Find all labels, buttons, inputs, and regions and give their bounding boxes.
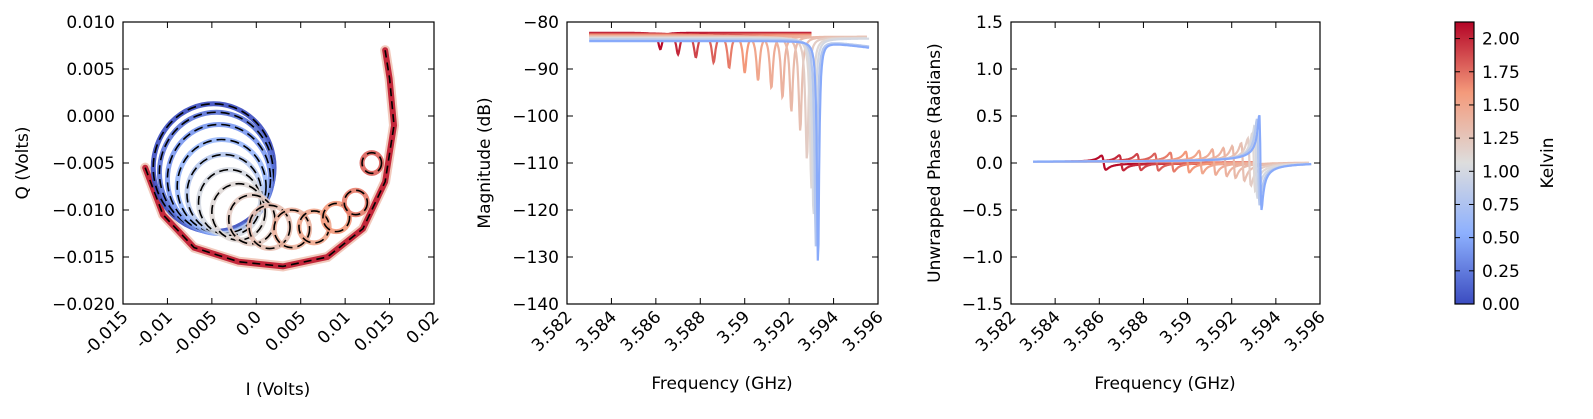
magnitude-y-tick-label: −110 [512,154,559,174]
colorbar-ticks: 0.00 0.25 0.50 0.75 1.00 1.25 1.50 1.75 2.00 [1455,30,1520,315]
magnitude-x-tick-label: 3.59 [713,307,754,348]
magnitude-x-tick-label: 3.586 [617,307,666,356]
iq-x-tick-label: 0.02 [403,307,444,348]
phase-x-tick-label: 3.594 [1237,307,1286,356]
iq-fit-circle [273,209,311,249]
iq-fit-circle [361,151,383,175]
iq-y-tick-label: 0.010 [66,13,115,33]
phase-plot-area [1033,114,1312,211]
magnitude-plot-area [589,31,870,261]
phase-x-tick-label: 3.592 [1193,307,1242,356]
colorbar-tick-label: 1.75 [1482,63,1520,83]
iq-fit-circle [197,168,262,237]
magnitude-y-tick-label: −120 [512,201,559,221]
colorbar-tick-label: 1.25 [1482,129,1520,149]
iq-fit-circle [166,123,272,235]
magnitude-trace [589,39,870,261]
iq-y-tick-label: 0.005 [66,60,115,80]
phase-y-tick-label: 1.0 [976,60,1003,80]
phase-y-tick-label: −1.0 [962,248,1003,268]
iq-y-tick-label: −0.010 [52,201,115,221]
iq-fit-circle [322,202,351,233]
magnitude-x-axis-label: Frequency (GHz) [651,374,792,394]
magnitude-x-tick-label: 3.592 [750,307,799,356]
phase-y-tick-label: 1.5 [976,13,1003,33]
phase-y-axis-label: Unwrapped Phase (Radians) [925,43,945,283]
colorbar-tick-label: 1.00 [1482,162,1520,182]
magnitude-x-tick-label: 3.584 [572,307,621,356]
colorbar-tick-label: 0.50 [1482,229,1520,249]
colorbar-label: Kelvin [1538,137,1558,188]
phase-y-tick-label: 0.0 [976,154,1003,174]
phase-y-ticks: −1.5 −1.0 −0.5 0.0 0.5 1.0 1.5 [962,13,1320,315]
colorbar-tick-label: 1.50 [1482,96,1520,116]
colorbar-tick-label: 0.75 [1482,195,1520,215]
phase-x-tick-label: 3.584 [1016,307,1065,356]
phase-x-tick-label: 3.596 [1281,307,1330,356]
iq-y-tick-label: 0.000 [66,107,115,127]
magnitude-y-tick-label: −90 [523,60,559,80]
iq-x-tick-label: 0.0 [233,307,266,340]
iq-y-tick-label: −0.005 [52,154,115,174]
iq-plot-area [140,45,400,272]
magnitude-y-tick-label: −80 [523,13,559,33]
magnitude-x-tick-label: 3.594 [795,307,844,356]
iq-x-tick-label: 0.015 [351,307,400,356]
phase-x-tick-label: 3.588 [1104,307,1153,356]
magnitude-x-tick-label: 3.596 [839,307,888,356]
magnitude-trace [589,35,812,101]
phase-x-axis-label: Frequency (GHz) [1094,374,1235,394]
colorbar-tick-label: 0.00 [1482,295,1520,315]
phase-trace [1033,114,1312,211]
magnitude-y-tick-label: −140 [512,295,559,315]
phase-x-tick-label: 3.586 [1060,307,1109,356]
iq-y-tick-label: −0.015 [52,248,115,268]
iq-y-axis-label: Q (Volts) [13,126,33,199]
iq-fit-circle [343,189,369,216]
magnitude-plot-frame [566,21,879,305]
colorbar-tick-label: 2.00 [1482,30,1520,50]
iq-fit-circle [248,204,291,250]
colorbar-tick-label: 0.25 [1482,262,1520,282]
magnitude-y-ticks: −140 −130 −120 −110 −100 −90 −80 [512,13,878,315]
magnitude-y-tick-label: −130 [512,248,559,268]
phase-y-tick-label: −1.5 [962,295,1003,315]
magnitude-trace [589,34,812,81]
phase-x-tick-label: 3.59 [1156,307,1197,348]
iq-y-ticks: −0.020 −0.015 −0.010 −0.005 0.000 0.005 0.010 [52,13,434,315]
magnitude-trace [589,38,870,247]
magnitude-y-axis-label: Magnitude (dB) [475,97,495,228]
colorbar-frame [1454,21,1475,305]
magnitude-y-tick-label: −100 [512,107,559,127]
iq-x-tick-label: 0.005 [262,307,311,356]
iq-x-tick-label: -0.015 [80,307,133,360]
phase-y-tick-label: 0.5 [976,107,1003,127]
magnitude-x-tick-label: 3.588 [661,307,710,356]
iq-y-tick-label: −0.020 [52,295,115,315]
phase-y-tick-label: −0.5 [962,201,1003,221]
colorbar: 0.00 0.25 0.50 0.75 1.00 1.25 1.50 1.75 2.00 Kel… [1454,21,1558,315]
colorbar-gradient [1455,22,1474,304]
iq-x-tick-label: 0.01 [314,307,355,348]
iq-panel: -0.015 -0.01-0.005 0.00.005 0.010.015 0.02 −… [13,13,444,400]
iq-x-tick-label: -0.005 [168,307,221,360]
iq-spiral-fit [144,50,395,268]
iq-x-axis-label: I (Volts) [246,380,311,400]
